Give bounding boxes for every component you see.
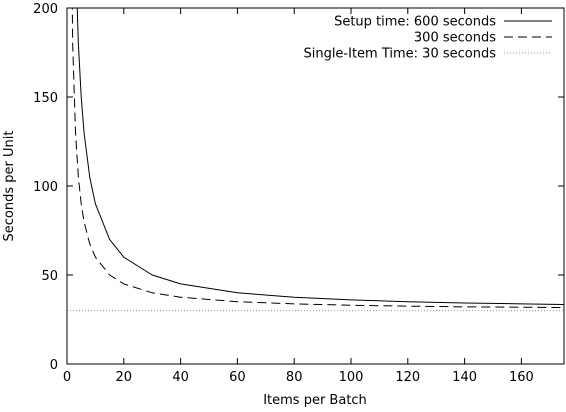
x-tick-label: 20 (116, 370, 133, 385)
y-tick-label: 200 (33, 2, 58, 17)
x-tick-label: 0 (63, 370, 71, 385)
x-tick-label: 60 (229, 370, 246, 385)
legend-label-2: 300 seconds (414, 31, 496, 46)
y-tick-label: 150 (33, 91, 58, 106)
y-axis-label: Seconds per Unit (2, 131, 17, 242)
y-tick-label: 0 (50, 358, 58, 373)
series-layer (67, 8, 564, 312)
x-tick-label: 80 (286, 370, 303, 385)
legend-label-3: Single-Item Time: 30 seconds (303, 47, 496, 62)
legend-label-1: Setup time: 600 seconds (334, 15, 496, 30)
series-line-1 (76, 8, 564, 306)
x-tick-label: 120 (395, 370, 420, 385)
x-tick-label: 100 (339, 370, 364, 385)
plot-frame (66, 7, 565, 365)
y-tick-label: 50 (41, 269, 58, 284)
series-line-2 (71, 8, 564, 309)
x-tick-label: 40 (172, 370, 189, 385)
x-tick-label: 160 (509, 370, 534, 385)
x-axis-label: Items per Batch (263, 393, 367, 408)
axes-layer: 0 20 40 60 80 100 120 140 160 0 50 100 150 200 (33, 2, 564, 385)
x-tick-label: 140 (452, 370, 477, 385)
y-tick-label: 100 (33, 180, 58, 195)
